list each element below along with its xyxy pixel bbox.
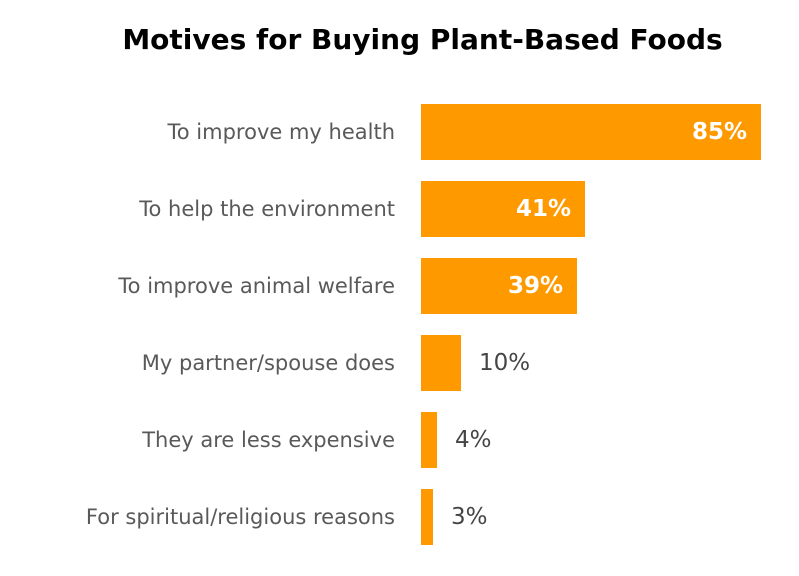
- bar-row: To improve my health 85%: [0, 104, 799, 160]
- bar-area: 85%: [421, 104, 799, 160]
- bar: [421, 412, 437, 468]
- bar-row: My partner/spouse does 10%: [0, 335, 799, 391]
- category-label: They are less expensive: [142, 428, 395, 452]
- bar-row: For spiritual/religious reasons 3%: [0, 489, 799, 545]
- bar: [421, 335, 461, 391]
- bar-value-label: 10%: [479, 350, 531, 376]
- bar-area: 10%: [421, 335, 799, 391]
- bar-area: 4%: [421, 412, 799, 468]
- bar: [421, 489, 433, 545]
- bar: 41%: [421, 181, 585, 237]
- bar: 39%: [421, 258, 577, 314]
- bar-value-label: 41%: [515, 196, 571, 222]
- bar-row: They are less expensive 4%: [0, 412, 799, 468]
- bar-rows: To improve my health 85% To help the envir…: [0, 104, 799, 545]
- bar-row: To improve animal welfare 39%: [0, 258, 799, 314]
- category-label: To help the environment: [139, 197, 395, 221]
- category-label: To improve animal welfare: [118, 274, 395, 298]
- category-label: My partner/spouse does: [141, 351, 395, 375]
- category-label: For spiritual/religious reasons: [85, 505, 395, 529]
- bar-area: 39%: [421, 258, 799, 314]
- bar-area: 41%: [421, 181, 799, 237]
- bar-area: 3%: [421, 489, 799, 545]
- bar-row: To help the environment 41%: [0, 181, 799, 237]
- bar: 85%: [421, 104, 761, 160]
- chart-title: Motives for Buying Plant-Based Foods: [122, 23, 723, 56]
- bar-value-label: 39%: [507, 273, 563, 299]
- bar-value-label: 4%: [455, 427, 492, 453]
- bar-value-label: 3%: [451, 504, 488, 530]
- category-label: To improve my health: [167, 120, 395, 144]
- bar-value-label: 85%: [691, 119, 747, 145]
